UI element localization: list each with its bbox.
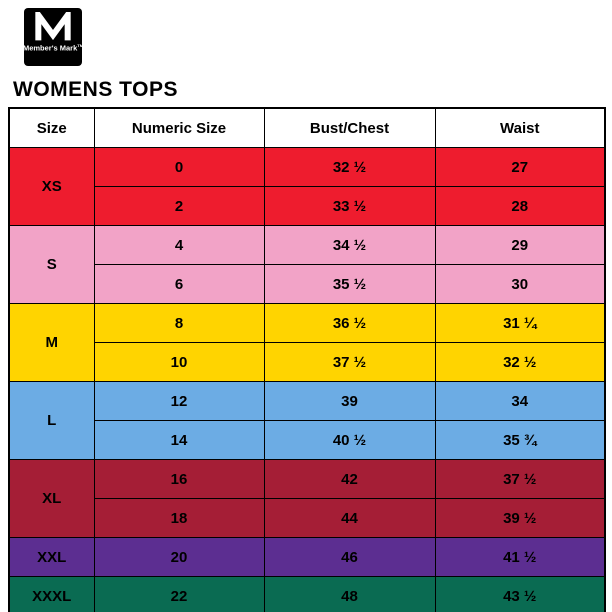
waist-cell: 43 ½ <box>434 576 606 612</box>
waist-cell: 34 <box>434 381 606 421</box>
numeric-size-cell: 12 <box>93 381 265 421</box>
members-mark-m-icon <box>33 12 73 42</box>
bust-chest-cell: 36 ½ <box>263 303 436 343</box>
waist-cell: 27 <box>434 147 606 187</box>
table-row: XL 16 42 37 ½ <box>8 459 606 538</box>
numeric-size-cell: 20 <box>93 537 265 577</box>
page-title: WOMENS TOPS <box>13 78 178 101</box>
trademark-symbol: TM <box>77 43 84 48</box>
numeric-size-cell: 18 <box>93 498 265 538</box>
numeric-size-cell: 16 <box>93 459 265 499</box>
size-label: XXXL <box>8 576 95 612</box>
members-mark-wordmark: Member's MarkTM <box>22 43 84 53</box>
table-row: 18 44 39 ½ <box>9 498 606 538</box>
size-label: M <box>8 303 95 382</box>
size-label: L <box>8 381 95 460</box>
numeric-size-cell: 14 <box>93 420 265 460</box>
waist-cell: 28 <box>434 186 606 226</box>
table-row: L 12 39 34 <box>8 381 606 460</box>
waist-cell: 29 <box>434 225 606 265</box>
column-header-bust-chest: Bust/Chest <box>263 107 436 148</box>
numeric-size-cell: 22 <box>93 576 265 612</box>
column-header-numeric-size: Numeric Size <box>93 107 265 148</box>
bust-chest-cell: 35 ½ <box>263 264 436 304</box>
table-row: 6 35 ½ 30 <box>9 264 606 304</box>
bust-chest-cell: 34 ½ <box>263 225 436 265</box>
size-table-body: XS 0 32 ½ 27 2 33 ½ 28 S 4 34 ½ 29 6 35 ½ 30 M 8 36 ½ 31 … <box>8 147 606 612</box>
column-header-waist: Waist <box>434 107 606 148</box>
numeric-size-cell: 4 <box>93 225 265 265</box>
size-label: XXL <box>8 537 95 577</box>
column-header-size: Size <box>8 107 95 148</box>
bust-chest-cell: 44 <box>263 498 436 538</box>
waist-cell: 37 ½ <box>434 459 606 499</box>
bust-chest-cell: 39 <box>263 381 436 421</box>
size-label: S <box>8 225 95 304</box>
waist-cell: 39 ½ <box>434 498 606 538</box>
waist-cell: 30 <box>434 264 606 304</box>
size-label: XL <box>8 459 95 538</box>
members-mark-logo: Member's MarkTM <box>22 8 84 66</box>
waist-cell: 32 ½ <box>434 342 606 382</box>
numeric-size-cell: 10 <box>93 342 265 382</box>
bust-chest-cell: 46 <box>263 537 436 577</box>
waist-cell: 41 ½ <box>434 537 606 577</box>
bust-chest-cell: 32 ½ <box>263 147 436 187</box>
table-row: 10 37 ½ 32 ½ <box>9 342 606 382</box>
size-chart-table: Size Numeric Size Bust/Chest Waist XS 0 32… <box>8 107 606 612</box>
table-row: XXL 20 46 41 ½ <box>8 537 606 577</box>
table-row: XS 0 32 ½ 27 <box>8 147 606 226</box>
waist-cell: 31 ¼ <box>434 303 606 343</box>
bust-chest-cell: 40 ½ <box>263 420 436 460</box>
waist-cell: 35 ¾ <box>434 420 606 460</box>
table-row: M 8 36 ½ 31 ¼ <box>8 303 606 382</box>
numeric-size-cell: 2 <box>93 186 265 226</box>
table-row: XXXL 22 48 43 ½ <box>8 576 606 612</box>
table-row: S 4 34 ½ 29 <box>8 225 606 304</box>
table-row: 2 33 ½ 28 <box>9 186 606 226</box>
bust-chest-cell: 37 ½ <box>263 342 436 382</box>
bust-chest-cell: 42 <box>263 459 436 499</box>
numeric-size-cell: 6 <box>93 264 265 304</box>
bust-chest-cell: 48 <box>263 576 436 612</box>
numeric-size-cell: 8 <box>93 303 265 343</box>
size-label: XS <box>8 147 95 226</box>
table-row: 14 40 ½ 35 ¾ <box>9 420 606 460</box>
bust-chest-cell: 33 ½ <box>263 186 436 226</box>
numeric-size-cell: 0 <box>93 147 265 187</box>
header-row: Size Numeric Size Bust/Chest Waist <box>8 107 606 148</box>
